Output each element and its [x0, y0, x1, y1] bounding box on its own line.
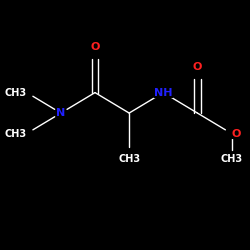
Text: CH3: CH3 [220, 154, 242, 164]
Text: O: O [90, 42, 100, 51]
Text: NH: NH [154, 88, 172, 98]
Text: CH3: CH3 [118, 154, 140, 164]
Text: CH3: CH3 [4, 88, 27, 98]
Text: N: N [56, 108, 66, 118]
Text: CH3: CH3 [4, 128, 27, 138]
Text: O: O [232, 128, 241, 138]
Text: O: O [193, 62, 202, 72]
